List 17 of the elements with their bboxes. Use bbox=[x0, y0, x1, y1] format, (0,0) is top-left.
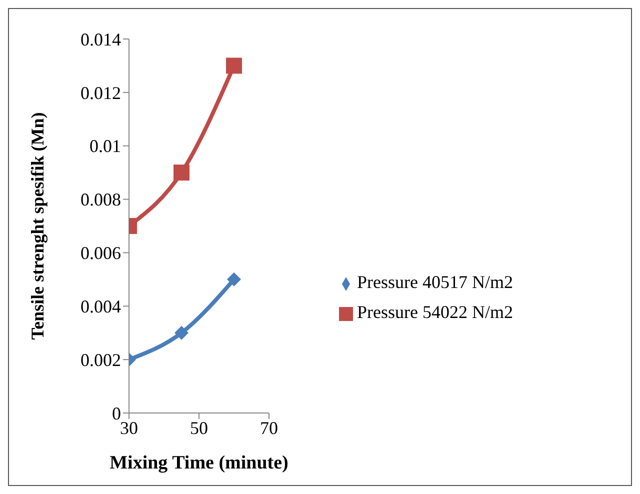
legend-label: Pressure 54022 N/m2 bbox=[357, 302, 513, 322]
x-tick-label: 30 bbox=[120, 418, 138, 438]
y-tick-label: 0.01 bbox=[90, 136, 121, 156]
y-axis-title: Tensile strenght spesifik (Mn) bbox=[27, 112, 48, 340]
y-tick-label: 0.006 bbox=[80, 243, 121, 264]
x-tick-label: 50 bbox=[190, 418, 208, 438]
y-tick-label: 0.014 bbox=[80, 29, 121, 50]
y-tick-label: 0 bbox=[112, 403, 121, 424]
legend-label: Pressure 40517 N/m2 bbox=[357, 272, 513, 292]
x-tick-label: 70 bbox=[260, 418, 278, 438]
x-axis-title: Mixing Time (minute) bbox=[110, 452, 288, 474]
point bbox=[227, 272, 241, 286]
y-tick-label: 0.002 bbox=[80, 350, 121, 370]
y-tick-label: 0.012 bbox=[80, 82, 121, 103]
point bbox=[226, 58, 242, 74]
y-tick-label: 0.008 bbox=[80, 190, 121, 210]
y-tick-label: 0.004 bbox=[80, 296, 121, 317]
